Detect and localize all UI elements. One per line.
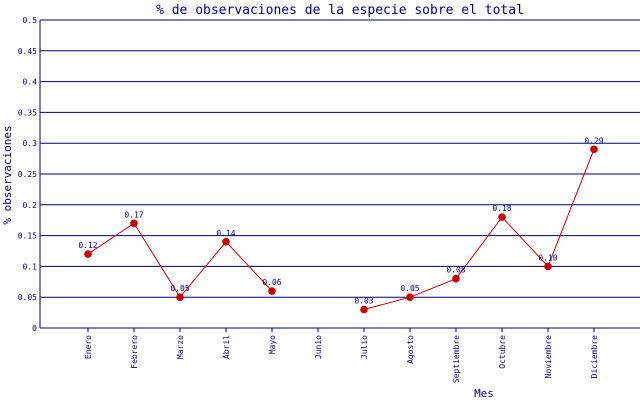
data-points [84, 145, 598, 314]
data-label: 0.05 [170, 284, 189, 293]
data-labels: 0.12 0.17 0.05 0.14 0.06 0.03 0.05 0.08 0.18 0.10… [78, 136, 603, 305]
x-axis-ticks: Enero Febrero Marzo Abril Mayo Junio Julio Agos… [84, 328, 599, 383]
y-tick-label: 0.5 [23, 16, 38, 25]
data-point [176, 293, 184, 302]
x-tick-label: Julio [360, 335, 369, 359]
data-label: 0.29 [584, 136, 603, 145]
data-label: 0.06 [262, 278, 281, 287]
y-tick-label: 0 [32, 324, 37, 333]
data-point [84, 250, 92, 258]
x-tick-label: Abril [222, 335, 231, 359]
series-line [87, 149, 595, 311]
data-point [222, 237, 230, 246]
y-axis-ticks: 0 0.05 0.1 0.15 0.2 0.25 0.3 0.35 0.4 0.45 0.5 [18, 16, 37, 333]
data-point [590, 145, 598, 154]
x-tick-label: Febrero [130, 335, 139, 369]
x-tick-label: Mayo [268, 335, 277, 354]
x-tick-label: Enero [84, 335, 93, 359]
y-tick-label: 0.2 [23, 201, 38, 210]
x-tick-label: Agosto [406, 335, 415, 364]
grid-lines [39, 19, 640, 329]
data-point [452, 274, 460, 283]
x-tick-label: Septiembre [452, 335, 461, 383]
data-label: 0.03 [354, 297, 373, 306]
y-axis-label: % observaciones [1, 125, 14, 224]
data-label: 0.18 [492, 204, 511, 213]
x-tick-label: Diciembre [590, 335, 599, 379]
x-axis-label: Mes [474, 387, 494, 400]
data-point [130, 219, 138, 228]
y-tick-label: 0.3 [23, 139, 38, 148]
series-line-segment [363, 149, 595, 311]
data-point [498, 213, 506, 221]
y-tick-label: 0.35 [18, 108, 37, 117]
data-label: 0.05 [400, 284, 419, 293]
data-label: 0.17 [124, 210, 143, 219]
x-tick-label: Octubre [498, 335, 507, 369]
y-tick-label: 0.05 [18, 293, 37, 302]
x-tick-label: Junio [314, 335, 323, 359]
data-label: 0.08 [446, 266, 465, 275]
y-tick-label: 0.25 [18, 170, 37, 179]
chart-title: % de observaciones de la especie sobre e… [156, 3, 524, 18]
data-label: 0.14 [216, 229, 235, 238]
data-point [360, 305, 368, 314]
data-label: 0.12 [78, 241, 97, 250]
y-tick-label: 0.4 [23, 78, 38, 87]
data-label: 0.10 [538, 253, 557, 262]
x-tick-label: Marzo [176, 335, 185, 359]
x-tick-label: Noviembre [544, 335, 553, 379]
data-point [544, 262, 552, 271]
data-point [268, 287, 276, 295]
y-tick-label: 0.1 [23, 262, 38, 271]
y-tick-label: 0.15 [18, 232, 37, 241]
y-tick-label: 0.45 [18, 47, 37, 56]
data-point [406, 293, 414, 302]
